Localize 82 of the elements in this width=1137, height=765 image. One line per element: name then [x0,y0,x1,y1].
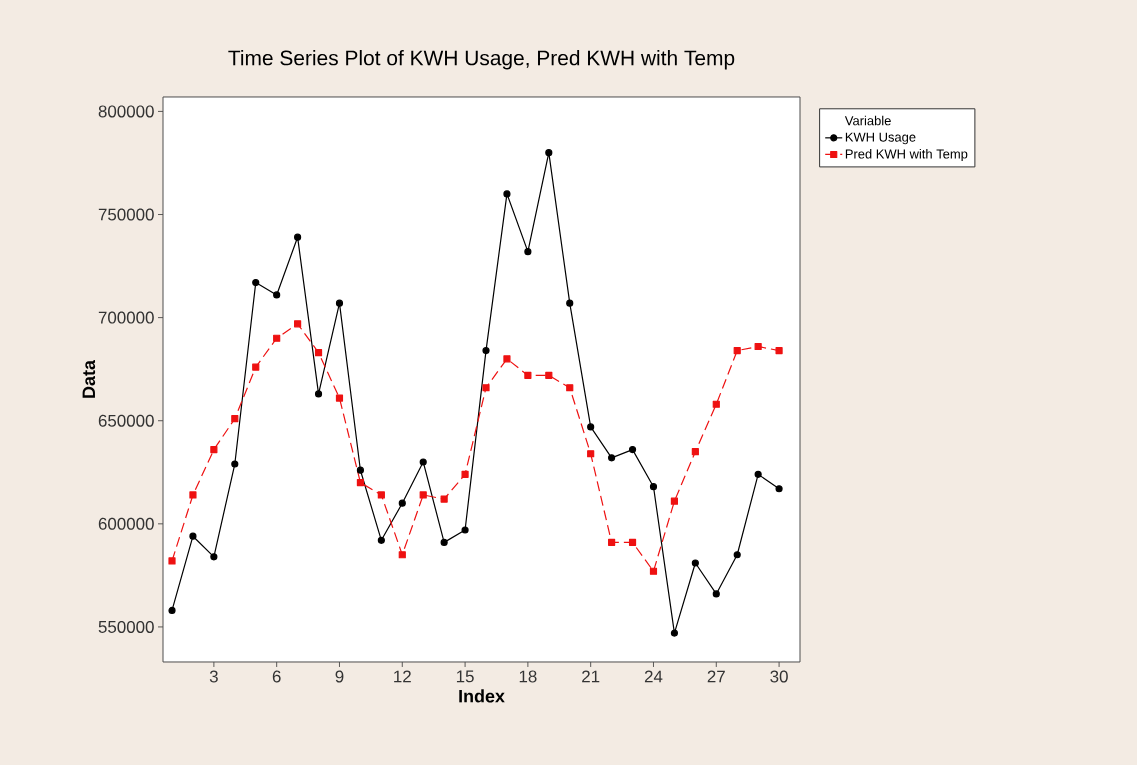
point [231,415,239,423]
point [398,551,406,559]
point [335,394,344,402]
point [691,559,699,567]
point [189,532,197,540]
point [524,371,532,379]
point [210,446,218,454]
point [231,460,239,468]
legend-label: Pred KWH with Temp [845,149,968,162]
y-tick-label: 600000 [98,517,154,530]
point [273,291,281,299]
point [712,590,720,598]
point [377,536,385,544]
point [733,347,741,355]
point [691,448,699,456]
point [335,299,344,307]
point [733,551,741,559]
x-tick-label: 12 [394,670,411,683]
y-tick-label: 800000 [98,105,154,118]
point [608,454,616,462]
point [482,384,490,392]
point [503,190,511,198]
point [189,491,197,499]
point [608,538,616,546]
point [775,347,783,355]
x-axis-title: Index [459,689,505,703]
point [356,466,364,474]
x-tick-label: 21 [582,670,600,683]
point [168,606,176,615]
point [628,538,637,546]
y-tick-label: 750000 [98,208,154,221]
point [503,355,511,363]
point [754,342,762,351]
point [252,363,260,371]
x-tick-label: 27 [707,670,725,683]
point [294,320,302,328]
legend-label: KWH Usage [845,132,916,145]
point [461,470,469,478]
point [314,390,323,398]
point [754,470,762,478]
x-tick-label: 18 [519,670,537,683]
legend-title: Variable [844,115,891,126]
point [482,347,490,355]
point [566,299,574,307]
chart-title: Time Series Plot of KWH Usage, Pred KWH with Temp [228,49,735,70]
x-tick-label: 30 [770,670,788,683]
y-tick-label: 550000 [98,620,154,633]
x-tick-label: 3 [209,670,218,683]
point [670,497,678,505]
point [649,483,658,491]
y-tick-label: 700000 [98,311,154,324]
point [210,553,218,561]
point [398,499,406,507]
x-tick-label: 24 [644,670,663,683]
point [566,384,574,392]
point [461,526,469,534]
point [649,567,658,575]
x-tick-label: 6 [272,670,281,683]
point [252,278,260,287]
point [356,479,364,487]
point [273,334,281,342]
point [440,538,448,546]
point [587,423,595,431]
point [545,149,553,157]
point [628,446,637,454]
point [524,248,532,256]
point [587,450,595,458]
point [670,629,678,637]
point [440,495,448,503]
point [712,400,720,408]
point [294,233,302,241]
y-tick-label: 650000 [98,414,154,427]
point [775,485,783,493]
point [545,371,553,379]
x-tick-label: 9 [335,670,344,683]
point [419,458,427,466]
point [419,491,427,499]
point [168,557,176,565]
x-tick-label: 15 [456,670,474,683]
point [314,349,323,357]
point [377,491,385,499]
y-axis-title: Data [82,359,96,398]
